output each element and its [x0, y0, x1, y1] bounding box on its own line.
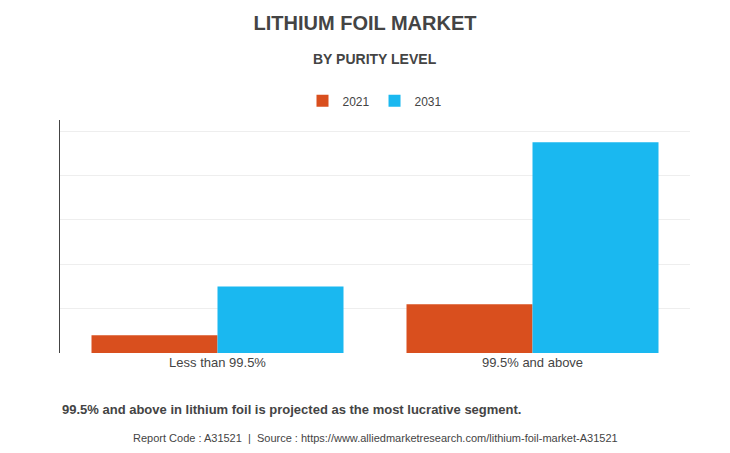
svg-text:Report Code : A31521 | Sourc: Report Code : A31521 | Source : https://…	[133, 432, 618, 444]
svg-text:2031: 2031	[415, 95, 442, 109]
svg-text:99.5% and above in lithium foi: 99.5% and above in lithium foil is proje…	[62, 402, 521, 417]
svg-text:99.5% and above: 99.5% and above	[482, 355, 583, 370]
svg-text:2021: 2021	[343, 95, 370, 109]
svg-text:BY PURITY LEVEL: BY PURITY LEVEL	[313, 51, 437, 67]
svg-text:LITHIUM FOIL MARKET: LITHIUM FOIL MARKET	[254, 12, 477, 34]
svg-text:Less than 99.5%: Less than 99.5%	[169, 355, 266, 370]
